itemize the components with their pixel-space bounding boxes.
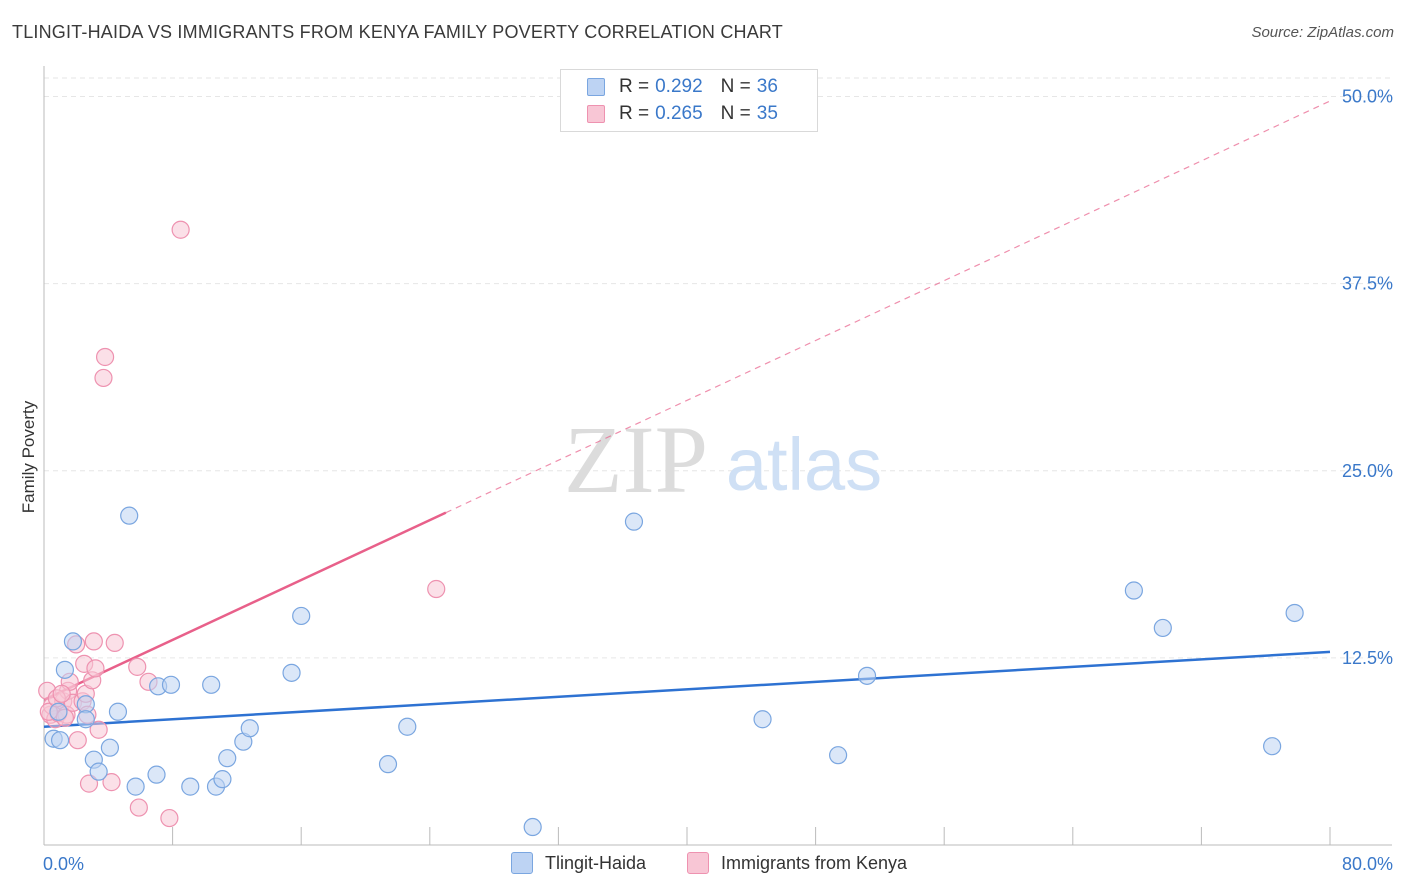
tlingit-haida-point: [1153, 618, 1172, 638]
tlingit-haida-point: [49, 702, 68, 721]
tlingit-haida-point: [63, 632, 83, 651]
kenya-point: [86, 659, 105, 678]
kenya-point: [102, 773, 121, 792]
trend-lines: [43, 100, 1331, 728]
tlingit-haida-point: [213, 770, 232, 789]
legend-n-value: 36: [756, 76, 778, 97]
legend-n-label: N =: [720, 103, 751, 124]
kenya-point: [171, 220, 190, 239]
kenya-point: [427, 579, 446, 599]
correlation-legend: R = 0.292 N = 36 R = 0.265 N = 35: [560, 69, 818, 132]
watermark-atlas: atlas: [726, 423, 882, 506]
tlingit-haida-point: [100, 738, 120, 757]
legend-row-tlingit-haida: R = 0.292 N = 36: [587, 75, 778, 99]
tlingit-haida-point: [55, 660, 74, 679]
kenya-point: [84, 632, 103, 651]
tlingit-haida-point: [292, 606, 311, 626]
watermark: ZIP atlas: [564, 406, 882, 513]
tlingit-haida-point: [147, 765, 166, 784]
legend-r-value: 0.265: [655, 103, 703, 124]
tlingit-haida-point: [76, 710, 95, 729]
tlingit-haida-point: [89, 762, 108, 781]
legend-n-value: 35: [756, 103, 778, 124]
watermark-zip: ZIP: [564, 406, 708, 513]
legend-r-label: R =: [619, 103, 650, 124]
kenya-point: [52, 684, 71, 703]
tlingit-haida-point: [857, 666, 877, 685]
legend-n-label: N =: [720, 76, 751, 97]
series-legend-tlingit-haida: Tlingit-Haida: [511, 852, 646, 874]
kenya-point: [128, 657, 147, 676]
y-tick-labels: 12.5% 25.0% 37.5% 50.0%: [1342, 87, 1393, 668]
tlingit-haida-point: [1263, 737, 1282, 756]
kenya-trend-line-extension: [445, 100, 1331, 514]
kenya-point: [160, 808, 179, 828]
tlingit-haida-point: [523, 817, 542, 837]
legend-swatch-blue: [587, 78, 605, 96]
gridlines: [44, 77, 1392, 659]
kenya-point: [105, 633, 124, 653]
tlingit-haida-point: [829, 746, 848, 765]
kenya-point: [89, 720, 108, 739]
kenya-point: [79, 774, 99, 793]
source-credit: Source: ZipAtlas.com: [1251, 24, 1394, 41]
series-name: Tlingit-Haida: [545, 852, 647, 873]
data-points: [38, 220, 1304, 837]
tlingit-haida-point: [218, 749, 237, 768]
y-tick-label: 12.5%: [1342, 648, 1393, 668]
kenya-point: [129, 798, 148, 817]
legend-row-kenya: R = 0.265 N = 35: [587, 102, 778, 126]
tlingit-haida-point: [108, 702, 128, 721]
series-name: Immigrants from Kenya: [721, 852, 908, 873]
y-axis-label: Family Poverty: [19, 400, 38, 513]
tlingit-haida-point: [126, 777, 145, 796]
legend-swatch-pink: [587, 105, 605, 123]
tlingit-haida-point: [753, 710, 772, 729]
x-tick-label-min: 0.0%: [43, 854, 84, 874]
series-legend-kenya: Immigrants from Kenya: [687, 852, 907, 874]
series-swatch-pink: [687, 852, 709, 874]
kenya-point: [94, 368, 113, 388]
series-legend: Tlingit-Haida Immigrants from Kenya: [0, 852, 1406, 878]
tlingit-haida-point: [398, 717, 417, 736]
series-swatch-blue: [511, 852, 533, 874]
chart-title: TLINGIT-HAIDA VS IMMIGRANTS FROM KENYA F…: [12, 22, 783, 42]
legend-r-value: 0.292: [655, 76, 703, 97]
tlingit-haida-point: [161, 675, 181, 694]
kenya-point: [95, 347, 115, 367]
tlingit-haida-point: [624, 512, 644, 531]
kenya-point: [68, 731, 87, 750]
tlingit-haida-point: [378, 755, 398, 774]
y-tick-label: 50.0%: [1342, 87, 1393, 107]
legend-r-label: R =: [619, 76, 650, 97]
y-tick-label: 25.0%: [1342, 461, 1393, 481]
tlingit-haida-point: [282, 663, 301, 682]
tlingit-haida-point: [202, 675, 221, 694]
tlingit-haida-point: [120, 506, 139, 525]
y-tick-label: 37.5%: [1342, 274, 1393, 294]
tlingit-haida-point: [50, 731, 70, 750]
kenya-trend-line: [43, 511, 447, 701]
tlingit-haida-trend-line: [43, 650, 1331, 728]
tlingit-haida-point: [1124, 581, 1143, 600]
tlingit-haida-point: [1285, 603, 1304, 623]
tlingit-haida-point: [181, 777, 200, 796]
x-tick-label-max: 80.0%: [1342, 854, 1393, 874]
tlingit-haida-point: [240, 719, 259, 738]
